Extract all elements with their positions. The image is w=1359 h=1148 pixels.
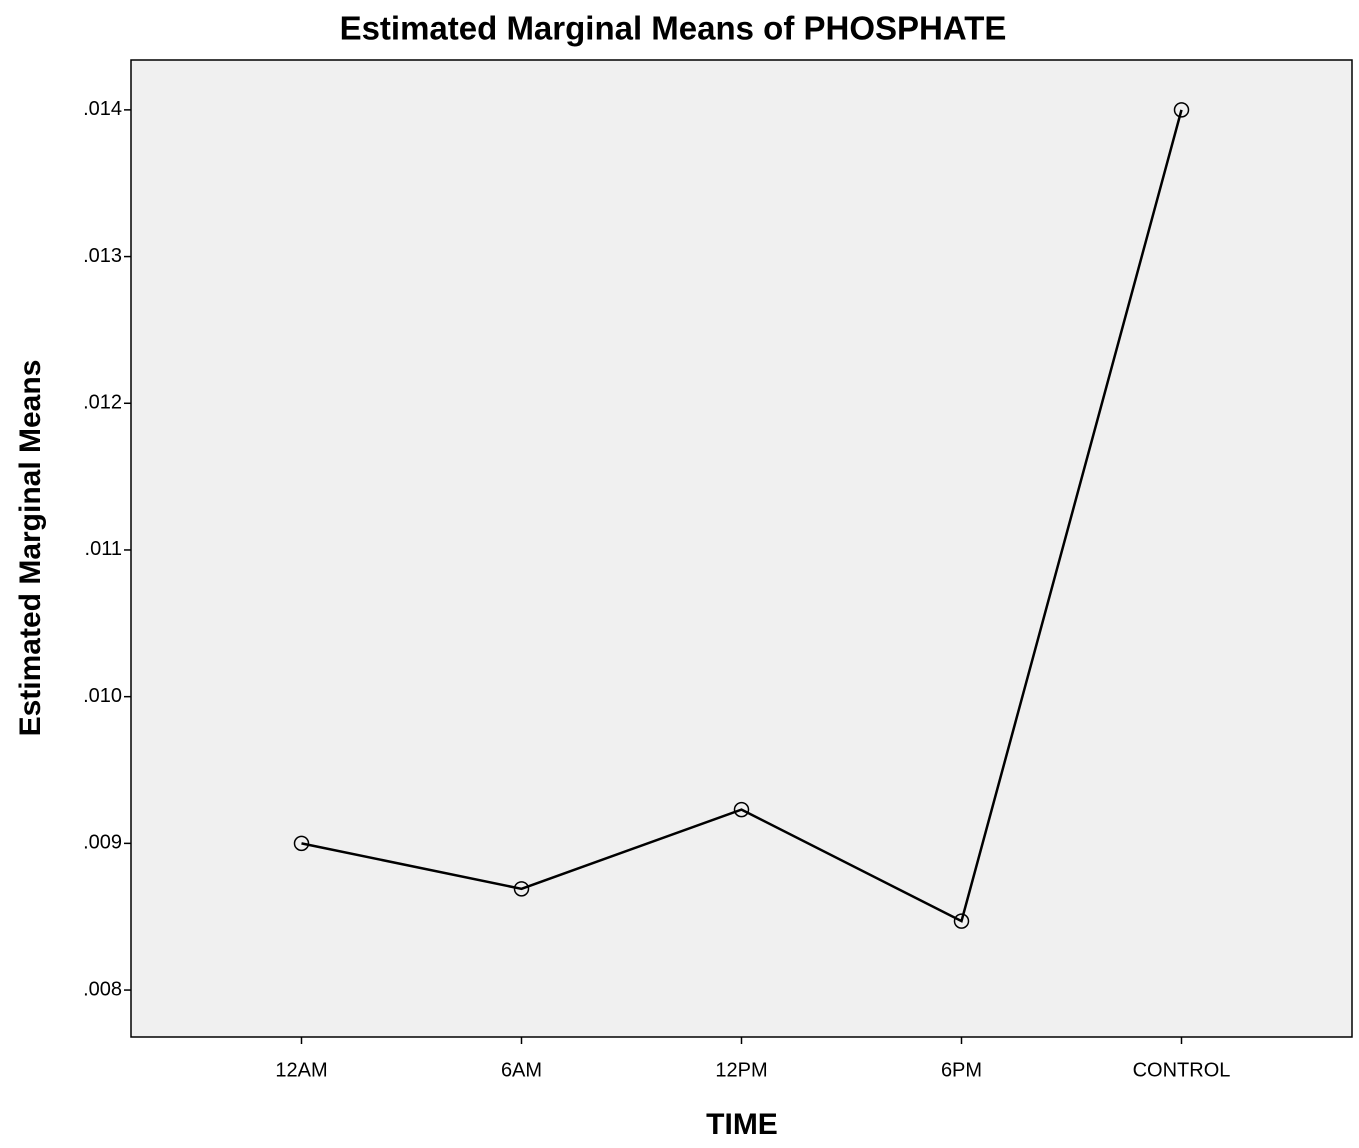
x-tick-label: 6PM xyxy=(941,1059,982,1081)
y-tick-label: .008 xyxy=(83,978,122,1000)
x-tick-label: 12PM xyxy=(715,1059,767,1081)
point xyxy=(733,801,750,818)
x-tick-label: 6AM xyxy=(501,1059,542,1081)
y-tick-label: .014 xyxy=(83,98,122,120)
x-tick-label: 12AM xyxy=(275,1059,327,1081)
x-tick-label: CONTROL xyxy=(1133,1059,1231,1081)
y-tick-label: .009 xyxy=(83,832,122,854)
point xyxy=(513,881,530,897)
chart-title: Estimated Marginal Means of PHOSPHATE xyxy=(340,10,1007,47)
point xyxy=(1173,102,1190,118)
line xyxy=(301,109,1183,923)
point xyxy=(953,913,970,929)
x-axis-title: TIME xyxy=(706,1108,778,1141)
y-tick-label: .010 xyxy=(83,685,122,707)
plot-area xyxy=(130,59,1353,1038)
y-tick-label: .012 xyxy=(83,392,122,414)
point xyxy=(293,835,310,852)
y-tick-label: .011 xyxy=(85,538,122,560)
y-axis-title: Estimated Marginal Means xyxy=(14,360,47,737)
y-tick-label: .013 xyxy=(83,245,122,267)
